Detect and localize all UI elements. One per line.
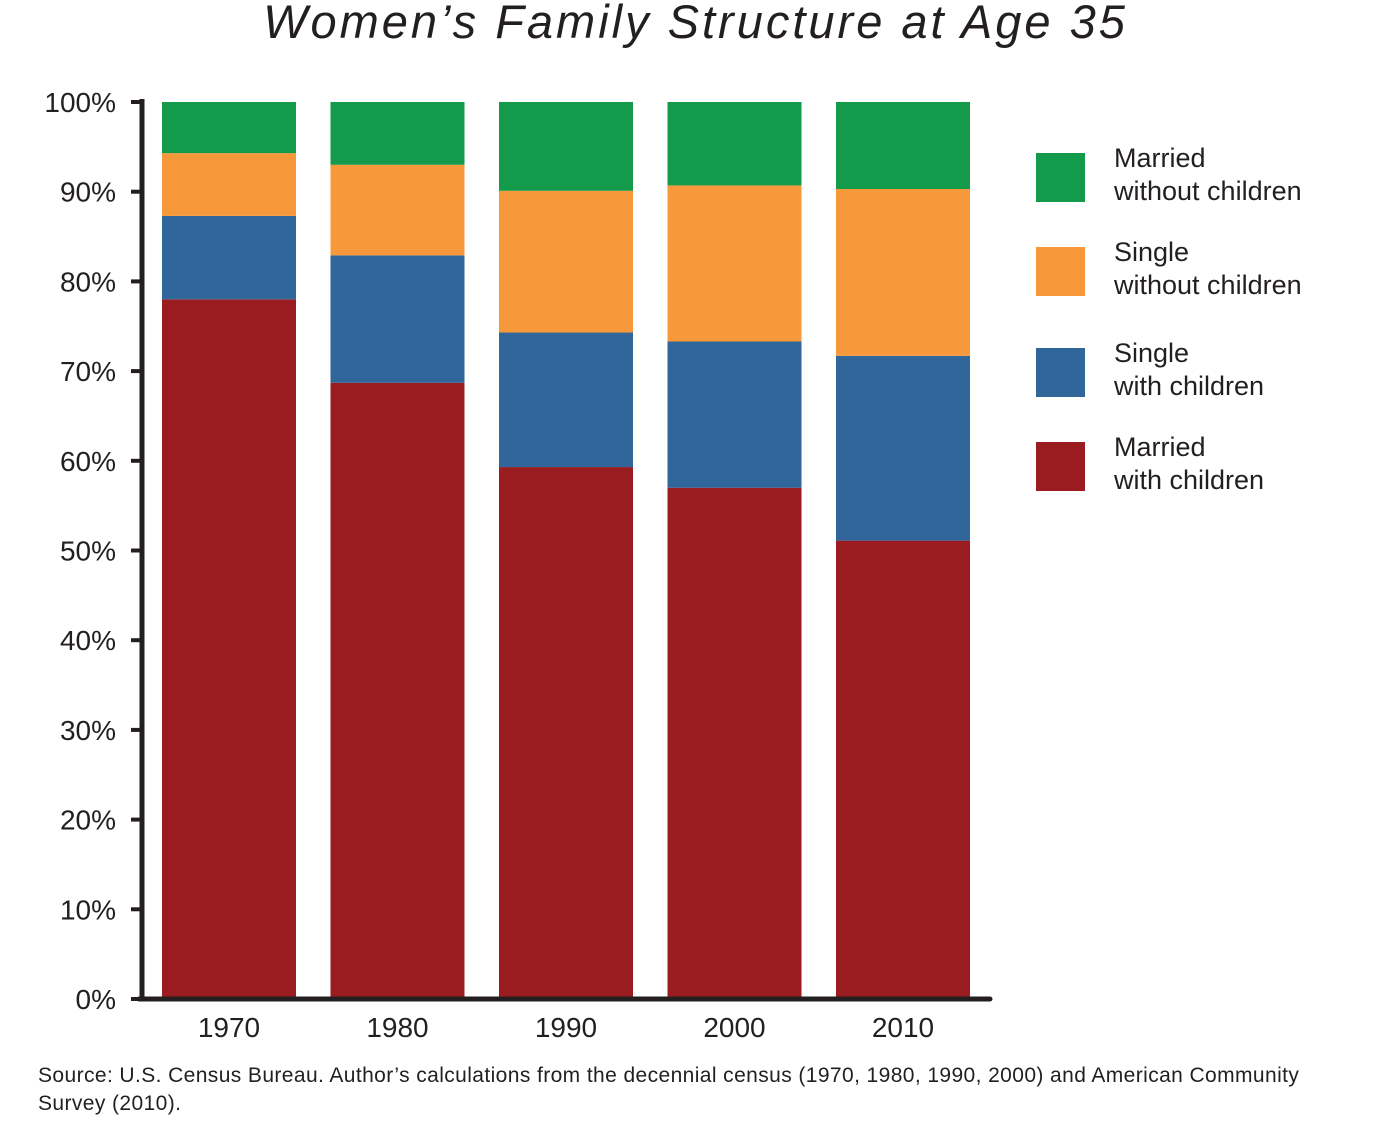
y-tick-label: 70% <box>60 356 116 387</box>
bar-segment-1980-s1 <box>330 255 465 383</box>
bar-segment-2010-s2 <box>836 189 970 356</box>
bar-segment-1970-s0 <box>162 299 296 1000</box>
bar-segment-1970-s2 <box>162 153 296 216</box>
legend-swatch <box>1036 153 1085 202</box>
bar-segment-2000-s0 <box>667 487 802 999</box>
bar-segment-1990-s1 <box>499 332 633 468</box>
bar-segment-1980-s2 <box>330 164 465 256</box>
legend-label: Married without children <box>1114 143 1302 206</box>
x-tick-label: 2000 <box>703 1012 765 1043</box>
y-tick-label: 90% <box>60 177 116 208</box>
x-tick-label: 1990 <box>535 1012 597 1043</box>
bar-segment-1980-s0 <box>330 382 465 999</box>
bar-segment-2000-s3 <box>667 102 802 186</box>
x-tick-label: 1980 <box>366 1012 428 1043</box>
y-tick-label: 10% <box>60 894 116 925</box>
legend-label: Single without children <box>1114 237 1302 300</box>
y-tick-label: 60% <box>60 446 116 477</box>
y-tick-label: 80% <box>60 266 116 297</box>
chart-title: Women’s Family Structure at Age 35 <box>263 0 1128 48</box>
bar-segment-1990-s0 <box>499 467 633 1000</box>
bar-segment-1990-s2 <box>499 190 633 333</box>
legend-swatch <box>1036 247 1085 296</box>
x-tick-label: 2010 <box>872 1012 934 1043</box>
bar-segment-2000-s1 <box>667 341 802 488</box>
y-tick-label: 50% <box>60 536 116 567</box>
y-tick-label: 40% <box>60 625 116 656</box>
y-tick-label: 100% <box>44 87 116 118</box>
bar-segment-1970-s3 <box>162 102 296 154</box>
legend-label: Single with children <box>1114 338 1265 401</box>
bar-segment-1990-s3 <box>499 102 633 191</box>
y-tick-label: 0% <box>76 984 116 1015</box>
bar-segment-2010-s3 <box>836 102 970 190</box>
bar-segment-1970-s1 <box>162 215 296 300</box>
legend-label: Married with children <box>1114 432 1265 495</box>
bar-segment-1980-s3 <box>330 102 465 165</box>
legend-swatch <box>1036 348 1085 397</box>
bar-segment-2010-s1 <box>836 355 970 541</box>
y-tick-label: 30% <box>60 715 116 746</box>
bar-segment-2010-s0 <box>836 540 970 999</box>
x-tick-label: 1970 <box>198 1012 260 1043</box>
legend-swatch <box>1036 442 1085 491</box>
bar-segment-2000-s2 <box>667 185 802 342</box>
y-tick-label: 20% <box>60 805 116 836</box>
source-note: Source: U.S. Census Bureau. Author’s cal… <box>38 1064 1300 1115</box>
